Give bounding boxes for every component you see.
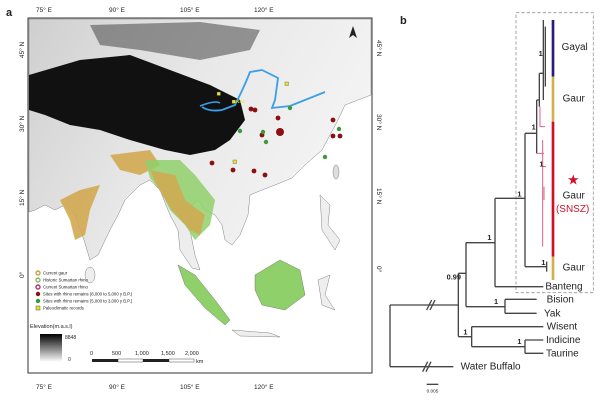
taxon-label: Bision — [547, 294, 574, 305]
taiwan — [332, 164, 340, 180]
site-label-snsz: SNSZ — [233, 99, 245, 104]
lat-tick: 15° N — [375, 188, 383, 205]
lat-tick: 0° — [18, 271, 26, 278]
taxon-label: Wisent — [547, 322, 578, 333]
scale-unit: km — [196, 359, 204, 365]
clade-sublabel-snsz: (SNSZ) — [556, 204, 589, 215]
yellow-river — [201, 69, 326, 112]
tree-scale-label: 0.005 — [427, 389, 439, 394]
legend-label: Historic Sumartan rhino — [43, 278, 89, 283]
north-arrow-icon — [349, 26, 357, 38]
legend-label: Current gaur — [43, 271, 68, 276]
branch-breaks — [422, 299, 436, 372]
sumatra — [177, 264, 231, 326]
support-value: 1 — [487, 233, 491, 242]
java — [231, 329, 281, 338]
clade-labels: Gayal Gaur ★ Gaur (SNSZ) Gaur — [556, 42, 589, 274]
panel-a-label: a — [6, 7, 13, 19]
sulawesi — [317, 274, 336, 311]
taxon-labels: Banteng Bision Yak Wisent Indicine Tauri… — [461, 281, 583, 372]
legend-label: Sites with rhino remains (8,000 to 5,000… — [43, 292, 133, 297]
clade-label-gayal: Gayal — [562, 42, 588, 53]
lon-tick: 120° E — [254, 383, 274, 391]
scale-tick: 0 — [90, 351, 93, 357]
lon-tick: 105° E — [180, 6, 200, 14]
support-value: 1 — [494, 297, 498, 306]
support-value: 1 — [539, 160, 543, 169]
elevation-legend: Elevation(m.a.s.l) 8848 0 — [30, 324, 76, 363]
map-panel: a — [6, 6, 383, 391]
lat-tick: 45° N — [375, 40, 383, 57]
phylogenetic-tree: Gayal Gaur ★ Gaur (SNSZ) Gaur Banteng Bi… — [389, 12, 594, 394]
taxon-label: Indicine — [546, 335, 581, 346]
scale-bar: 0 500 1,000 1,500 2,000 km — [90, 351, 204, 365]
sri-lanka — [84, 266, 96, 284]
gaur-range-indochina — [150, 170, 205, 235]
support-value: 1 — [532, 122, 536, 131]
taxon-label: Banteng — [545, 281, 582, 292]
lon-tick: 105° E — [180, 383, 200, 391]
site-markers — [209, 81, 343, 178]
philippines — [319, 194, 341, 251]
scale-tick: 500 — [112, 351, 121, 357]
lat-tick: 30° N — [375, 114, 383, 131]
taxon-label: Water Buffalo — [461, 362, 521, 373]
tree-scale-bar: 0.005 — [427, 383, 439, 394]
scale-tick: 1,000 — [135, 351, 149, 357]
star-icon: ★ — [567, 171, 580, 187]
tree-branches — [389, 19, 548, 368]
lat-tick: 30° N — [18, 115, 26, 132]
support-value: 1 — [541, 258, 545, 267]
legend-label: Current Sumartan rhino — [43, 285, 89, 290]
legend-label: Paleoclimatic records — [43, 306, 84, 311]
lon-tick: 90° E — [109, 383, 126, 391]
lat-tick: 45° N — [18, 41, 26, 58]
elevation-gradient — [40, 334, 62, 362]
support-value: 1 — [517, 190, 521, 199]
support-value: 1 — [517, 337, 521, 346]
longitude-labels: 75° E 90° E 105° E 120° E 75° E 90° E 10… — [36, 6, 274, 391]
taxon-label: Taurine — [546, 348, 579, 359]
support-value: 1 — [463, 328, 467, 337]
ingroup-box — [515, 12, 594, 294]
panel-b-label: b — [400, 15, 407, 27]
elevation-title: Elevation(m.a.s.l) — [30, 324, 73, 330]
clade-bars — [551, 19, 555, 280]
taxon-label: Yak — [544, 308, 560, 319]
clade-label-gaur: Gaur — [563, 94, 586, 105]
scale-tick: 1,500 — [161, 351, 175, 357]
support-value: 0.99 — [447, 272, 461, 281]
lon-tick: 120° E — [254, 6, 274, 14]
support-values: 1 1 1 1 1 0.99 1 1 1 1 — [447, 49, 546, 346]
tibetan-plateau — [29, 55, 245, 155]
borneo — [254, 259, 306, 311]
clade-label-gaur-snsz: Gaur — [563, 190, 586, 201]
map-legend: Current gaur Historic Sumartan rhino Cur… — [35, 270, 133, 311]
gaur-range-india — [60, 185, 100, 240]
lat-tick: 0° — [375, 266, 383, 273]
lon-tick: 90° E — [109, 6, 126, 14]
legend-label: Sites with rhino remains (5,000 to 3,000… — [43, 299, 133, 304]
lon-tick: 75° E — [36, 6, 53, 14]
elevation-max: 8848 — [65, 335, 76, 341]
mongolian-plateau — [90, 22, 260, 60]
lon-tick: 75° E — [36, 383, 53, 391]
river-upper — [199, 101, 221, 107]
support-value: 1 — [539, 49, 543, 58]
clade-label-gaur: Gaur — [563, 263, 586, 274]
latitude-labels: 45° N 30° N 15° N 0° 45° N 30° N 15° N 0… — [18, 40, 383, 278]
lat-tick: 15° N — [18, 189, 26, 206]
scale-tick: 2,000 — [185, 351, 199, 357]
snsz-branches — [536, 106, 546, 247]
elevation-min: 0 — [68, 357, 71, 363]
